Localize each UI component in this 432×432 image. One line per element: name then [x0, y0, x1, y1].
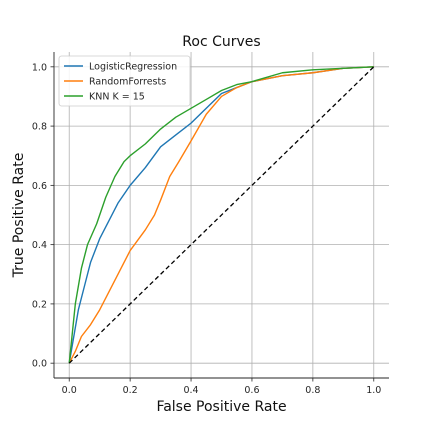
chart-title: Roc Curves — [182, 34, 260, 50]
series-lines — [68, 66, 375, 364]
legend-label: KNN K = 15 — [89, 92, 145, 103]
series-line-1 — [68, 66, 374, 364]
x-tick-label: 1.0 — [366, 385, 381, 396]
x-axis-label: False Positive Rate — [156, 399, 286, 415]
diagonal-reference-line — [68, 66, 375, 364]
y-axis-label: True Positive Rate — [11, 153, 27, 279]
x-tick-label: 0.2 — [123, 385, 138, 396]
x-tick-label: 0.6 — [244, 385, 259, 396]
y-tick-label: 1.0 — [32, 62, 47, 73]
y-tick-label: 0.6 — [32, 181, 47, 192]
legend: LogisticRegression RandomForrests KNN K = … — [58, 55, 191, 107]
y-tick-label: 0.0 — [32, 359, 47, 370]
legend-label: LogisticRegression — [89, 62, 177, 73]
x-tick-label: 0.4 — [183, 385, 198, 396]
legend-label: RandomForrests — [89, 77, 166, 88]
series-line-2 — [68, 66, 374, 364]
y-tick-label: 0.4 — [32, 240, 47, 251]
tick-labels: 0.0 0.2 0.4 0.6 0.8 1.0 0.0 0.2 0.4 0.6 0.8 1.0 — [32, 62, 381, 396]
legend-box — [58, 55, 191, 107]
y-tick-label: 0.8 — [32, 122, 47, 133]
x-tick-label: 0.8 — [305, 385, 320, 396]
axes — [50, 52, 389, 382]
x-tick-label: 0.0 — [62, 385, 77, 396]
grid — [54, 52, 389, 378]
y-tick-label: 0.2 — [32, 299, 47, 310]
